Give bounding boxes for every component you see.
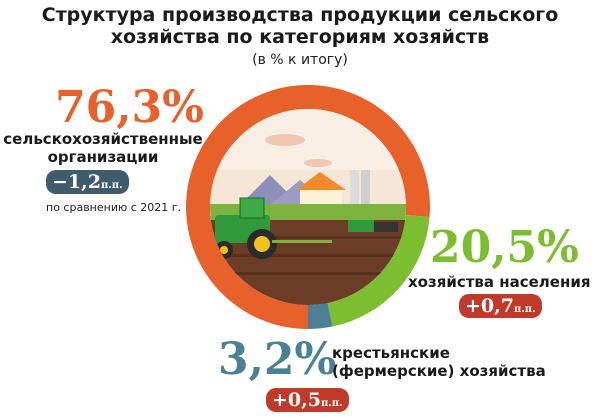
farm-category-label: крестьянские (фермерские) хозяйства — [332, 344, 546, 380]
org-value-label: 76,3% — [55, 82, 204, 133]
org-label-line-2: организации — [47, 148, 159, 166]
farm-label-line-2: (фермерские) хозяйства — [332, 362, 546, 380]
pop-change-value: +0,7 — [465, 295, 514, 317]
comparison-note: по сравнению с 2021 г. — [46, 201, 182, 214]
pop-value-label: 20,5% — [430, 222, 579, 273]
title-line-1: Структура производства продукции сельско… — [41, 4, 559, 26]
farm-label-line-1: крестьянские — [332, 344, 450, 362]
pop-change-badge: +0,7п.п. — [459, 294, 542, 318]
farm-change-value: +0,5 — [272, 389, 321, 411]
chart-title: Структура производства продукции сельско… — [0, 4, 600, 48]
org-category-label: сельскохозяйственные организации — [0, 130, 206, 166]
unit-label: п.п. — [100, 180, 123, 191]
slice-farms — [308, 303, 333, 329]
farm-change-badge: +0,5п.п. — [266, 388, 349, 412]
slice-households — [327, 214, 430, 327]
org-label-line-1: сельскохозяйственные — [3, 130, 203, 148]
farm-value-label: 3,2% — [218, 334, 337, 385]
unit-label: п.п. — [320, 398, 343, 409]
org-change-badge: −1,2п.п. — [46, 170, 129, 194]
chart-subtitle: (в % к итогу) — [252, 52, 348, 68]
title-line-2: хозяйства по категориям хозяйств — [110, 26, 490, 48]
unit-label: п.п. — [513, 304, 536, 315]
org-change-value: −1,2 — [52, 171, 101, 193]
pop-category-label: хозяйства населения — [408, 273, 591, 291]
